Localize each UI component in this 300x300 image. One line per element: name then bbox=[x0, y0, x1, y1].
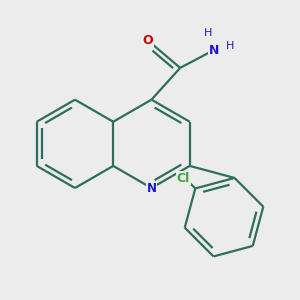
Text: H: H bbox=[226, 41, 235, 51]
Text: N: N bbox=[146, 182, 157, 194]
Text: O: O bbox=[142, 34, 153, 46]
Text: N: N bbox=[209, 44, 219, 57]
Text: Cl: Cl bbox=[177, 172, 190, 185]
Text: H: H bbox=[204, 28, 213, 38]
